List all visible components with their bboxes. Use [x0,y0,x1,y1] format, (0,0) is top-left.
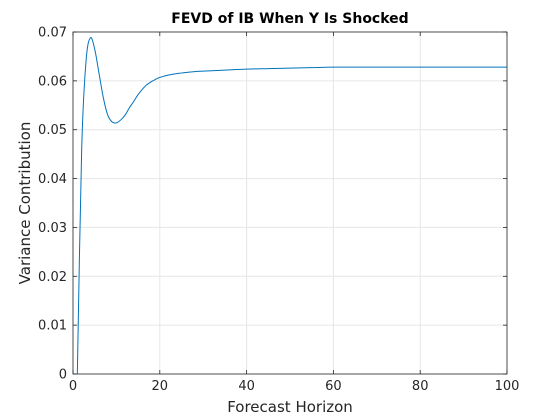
x-tick-label: 40 [238,379,255,394]
plot-frame [72,31,508,375]
y-tick-label: 0.03 [38,221,67,236]
y-tick-label: 0.04 [38,172,67,187]
plot-area [73,32,507,374]
chart-title: FEVD of IB When Y Is Shocked [171,11,408,27]
x-ticks: 0 20 40 60 80 100 [69,32,520,394]
x-tick-label: 0 [69,379,77,394]
x-tick-label: 20 [152,379,169,394]
series-layer [76,37,507,375]
x-axis-label: Forecast Horizon [227,398,353,416]
x-tick-label: 60 [325,379,342,394]
y-tick-label: 0.07 [38,26,67,41]
y-tick-label: 0 [59,368,67,383]
y-tick-label: 0.05 [38,123,67,138]
y-axis-label: Variance Contribution [16,122,34,285]
series-line [76,37,507,375]
y-tick-label: 0.01 [38,319,67,334]
y-tick-label: 0.02 [38,270,67,285]
y-tick-label: 0.06 [38,74,67,89]
y-ticks: 0 0.01 0.02 0.03 0.04 0.05 0.06 0.07 [38,26,507,383]
x-tick-label: 100 [495,379,520,394]
x-tick-label: 80 [412,379,429,394]
